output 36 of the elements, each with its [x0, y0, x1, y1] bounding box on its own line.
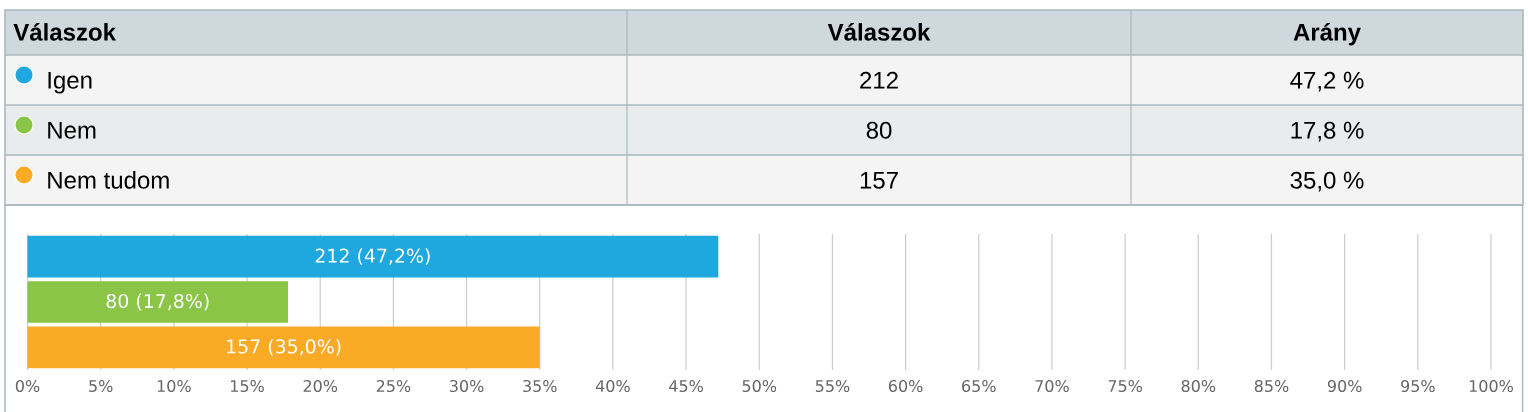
- category-label: Igen: [48, 71, 92, 94]
- x-tick-label: 0%: [15, 379, 40, 393]
- series-label: Válaszok: [827, 22, 931, 41]
- x-tick-label: 75%: [1108, 379, 1143, 393]
- x-tick-label: 15%: [231, 379, 264, 393]
- x-tick-label: 45%: [669, 379, 703, 393]
- x-tick-label: 60%: [888, 379, 923, 393]
- data-label: 212 (47,2%): [315, 248, 430, 266]
- category-label: Nem tudom: [48, 171, 169, 189]
- x-tick-label: 95%: [1401, 379, 1435, 393]
- x-tick-label: 50%: [742, 379, 777, 393]
- x-tick-label: 10%: [157, 379, 191, 393]
- data-label: 35,0 %: [1290, 171, 1364, 192]
- data-label: 17,8 %: [1291, 121, 1364, 142]
- data-label: 157 (35,0%): [227, 338, 341, 356]
- data-label: 47,2 %: [1290, 71, 1364, 92]
- data-label: 157: [860, 171, 898, 189]
- x-tick-label: 5%: [89, 379, 113, 393]
- x-tick-label: 85%: [1254, 379, 1289, 393]
- data-label: 80: [866, 121, 892, 139]
- category-label: Nem: [48, 121, 96, 139]
- data-label: 80 (17,8%): [106, 293, 209, 311]
- x-tick-label: 30%: [449, 379, 484, 393]
- x-tick-label: 25%: [376, 379, 411, 393]
- x-tick-label: 65%: [962, 379, 996, 393]
- legend-title: Válaszok: [13, 22, 117, 41]
- x-tick-label: 90%: [1327, 379, 1362, 393]
- data-label: 212: [860, 71, 898, 89]
- x-tick-label: 55%: [815, 379, 850, 393]
- x-tick-label: 80%: [1181, 379, 1216, 393]
- x-tick-label: 20%: [303, 379, 338, 393]
- x-tick-label: 40%: [595, 379, 630, 393]
- x-tick-label: 100%: [1469, 379, 1513, 393]
- x-tick-label: 70%: [1035, 379, 1069, 393]
- text: Arány: [1293, 22, 1361, 46]
- x-tick-label: 35%: [523, 379, 557, 393]
